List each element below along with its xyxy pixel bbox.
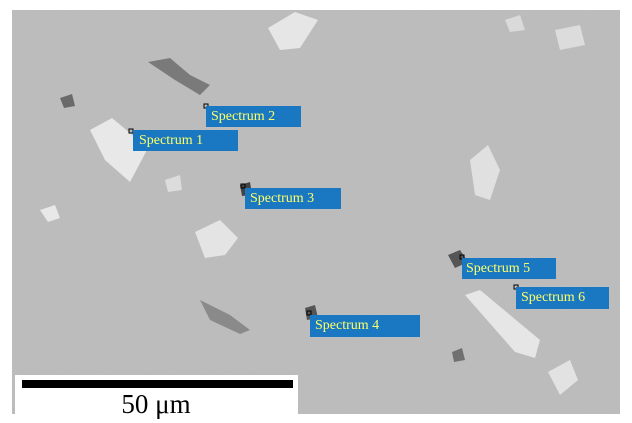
spectrum-label: Spectrum 1 (139, 133, 203, 148)
spectrum-label: Spectrum 2 (211, 109, 275, 124)
scale-bar: 50 μm (15, 375, 298, 423)
spectrum-label: Spectrum 5 (466, 261, 530, 276)
spectrum-label: Spectrum 3 (250, 191, 314, 206)
spectrum-label: Spectrum 6 (521, 290, 585, 305)
scale-bar-line (22, 380, 293, 388)
scale-bar-label: 50 μm (121, 389, 190, 419)
spectrum-label: Spectrum 4 (315, 318, 379, 333)
sem-image: Spectrum 1 Spectrum 2 Spectrum 3 Spectru… (0, 0, 632, 423)
